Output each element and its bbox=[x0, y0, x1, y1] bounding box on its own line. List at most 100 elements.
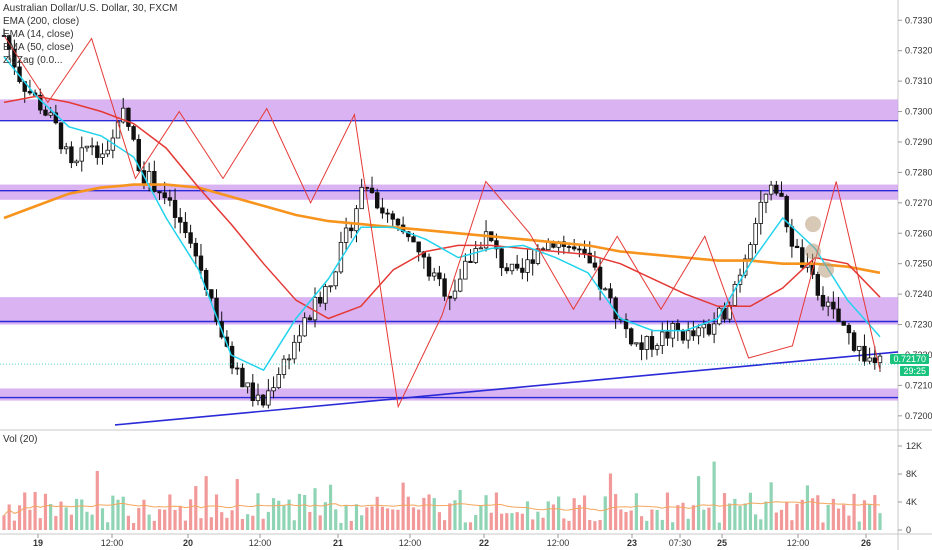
volume-bar bbox=[427, 494, 431, 530]
volume-bar bbox=[240, 518, 245, 530]
candle-body bbox=[307, 317, 313, 321]
candle-body bbox=[157, 191, 162, 194]
volume-bar bbox=[722, 493, 727, 530]
candle-body bbox=[136, 138, 141, 171]
volume-bar bbox=[759, 519, 763, 530]
candle-body bbox=[696, 327, 701, 337]
time-tick-label: 21 bbox=[333, 538, 343, 548]
candle-body bbox=[711, 323, 717, 335]
volume-bar bbox=[266, 511, 270, 530]
volume-bar bbox=[365, 507, 369, 530]
volume-bar bbox=[536, 511, 540, 530]
volume-bar bbox=[790, 520, 794, 530]
volume-bar bbox=[199, 518, 203, 530]
volume-bar bbox=[686, 518, 690, 530]
volume-bar bbox=[437, 512, 442, 530]
candle-body bbox=[800, 247, 805, 268]
candlesticks bbox=[1, 28, 883, 409]
chart-title: Australian Dollar/U.S. Dollar, 30, FXCM bbox=[3, 3, 178, 14]
volume-tick-label: 12K bbox=[906, 441, 922, 451]
volume-bar bbox=[453, 500, 457, 530]
volume-bar bbox=[385, 508, 390, 530]
candle-body bbox=[432, 272, 437, 277]
candle-body bbox=[546, 242, 551, 251]
volume-bar bbox=[131, 522, 136, 530]
candle-body bbox=[390, 213, 395, 220]
candle-body bbox=[6, 35, 12, 50]
volume-bar bbox=[639, 516, 644, 530]
volume-bar bbox=[277, 500, 281, 530]
volume-bar bbox=[598, 519, 602, 530]
volume-tick-label: 8K bbox=[906, 469, 917, 479]
candle-body bbox=[463, 260, 468, 280]
candle-body bbox=[167, 197, 173, 201]
volume-bar bbox=[246, 514, 250, 530]
volume-bar bbox=[173, 509, 177, 530]
price-tick-label: 0.72000 bbox=[905, 411, 932, 421]
volume-bar bbox=[183, 520, 188, 530]
volume-bar bbox=[842, 504, 846, 530]
zone-1 bbox=[0, 184, 898, 200]
candle-body bbox=[654, 345, 660, 350]
candle-body bbox=[126, 107, 131, 127]
volume-bar bbox=[442, 520, 447, 530]
volume-bar bbox=[17, 505, 22, 530]
candle-body bbox=[473, 248, 478, 263]
candle-body bbox=[250, 382, 256, 402]
volume-bar bbox=[23, 492, 27, 530]
volume-bar bbox=[494, 492, 499, 530]
time-tick-label: 12:00 bbox=[547, 538, 570, 548]
volume-bar bbox=[230, 510, 234, 530]
candle-body bbox=[131, 126, 136, 140]
candle-body bbox=[499, 248, 504, 269]
candle-body bbox=[84, 145, 90, 149]
volume-bar bbox=[738, 505, 742, 530]
volume-bar bbox=[629, 510, 633, 530]
candle-body bbox=[395, 218, 401, 226]
candle-body bbox=[597, 266, 603, 290]
volume-bar bbox=[370, 506, 374, 530]
volume-bar bbox=[769, 482, 773, 530]
candle-body bbox=[846, 324, 852, 334]
volume-bar bbox=[422, 497, 426, 530]
volume-bar bbox=[510, 513, 514, 530]
time-tick-label: 22 bbox=[479, 538, 489, 548]
legend-zigzag: ZigZag (0.0... bbox=[3, 55, 63, 66]
candle-body bbox=[867, 357, 872, 362]
candle-body bbox=[691, 330, 696, 337]
candle-body bbox=[530, 259, 535, 264]
candle-body bbox=[794, 245, 800, 249]
candle-body bbox=[706, 324, 712, 335]
volume-bar bbox=[774, 512, 778, 530]
candle-body bbox=[831, 301, 836, 310]
trendline-segment bbox=[114, 351, 899, 426]
candle-body bbox=[483, 231, 489, 249]
volume-bar bbox=[847, 515, 851, 530]
volume-bar bbox=[189, 499, 193, 530]
volume-bar bbox=[323, 502, 327, 530]
marker-circle bbox=[805, 216, 821, 233]
candle-body bbox=[748, 244, 753, 260]
volume-bar bbox=[204, 476, 208, 530]
volume-bar bbox=[152, 520, 156, 530]
candle-body bbox=[784, 196, 789, 228]
candle-body bbox=[245, 382, 250, 388]
time-tick-label: 19 bbox=[33, 538, 43, 548]
volume-bar bbox=[297, 493, 302, 530]
volume-bar bbox=[100, 508, 105, 530]
time-tick-label: 12:00 bbox=[249, 538, 272, 548]
volume-bar bbox=[463, 522, 467, 530]
volume-bar bbox=[85, 511, 89, 530]
candle-body bbox=[271, 387, 276, 392]
candle-body bbox=[224, 336, 230, 347]
trendline bbox=[114, 351, 899, 426]
volume-bar bbox=[707, 507, 711, 530]
volume-bar bbox=[49, 504, 53, 530]
candle-body bbox=[385, 212, 390, 215]
legend-ema14: EMA (14, close) bbox=[3, 29, 74, 40]
